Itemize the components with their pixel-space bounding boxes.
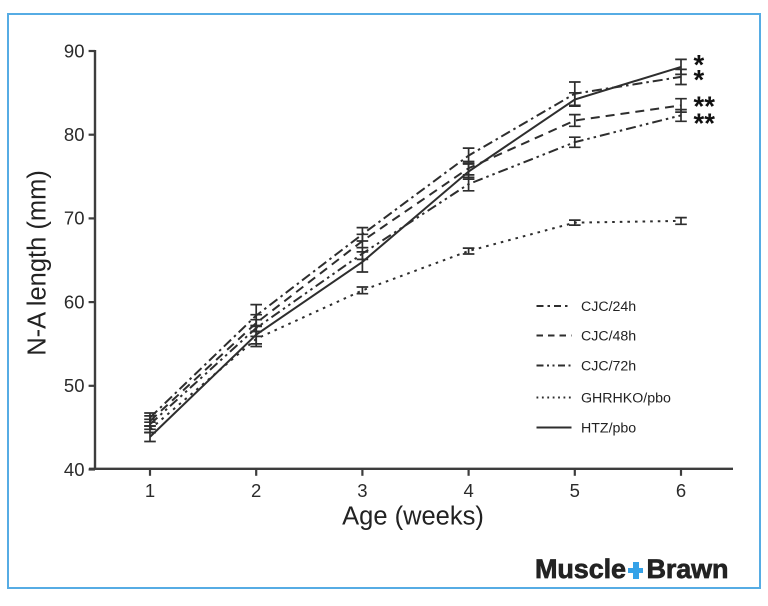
svg-text:CJC/72h: CJC/72h [581, 359, 636, 375]
svg-text:2: 2 [251, 480, 261, 501]
svg-text:90: 90 [64, 40, 85, 61]
svg-text:4: 4 [463, 480, 473, 501]
svg-text:40: 40 [64, 459, 85, 480]
svg-text:70: 70 [64, 208, 85, 229]
svg-text:*: * [694, 64, 705, 95]
svg-text:3: 3 [357, 480, 367, 501]
svg-text:80: 80 [64, 124, 85, 145]
svg-text:6: 6 [676, 480, 686, 501]
svg-text:HTZ/pbo: HTZ/pbo [581, 421, 636, 437]
svg-text:5: 5 [570, 480, 580, 501]
svg-text:50: 50 [64, 375, 85, 396]
svg-text:N-A length (mm): N-A length (mm) [24, 170, 52, 356]
svg-text:1: 1 [145, 480, 155, 501]
svg-text:**: ** [694, 107, 716, 138]
svg-text:*: * [694, 49, 705, 80]
svg-text:60: 60 [64, 291, 85, 312]
svg-text:CJC/48h: CJC/48h [581, 329, 636, 345]
svg-text:CJC/24h: CJC/24h [581, 299, 636, 315]
svg-text:Age (weeks): Age (weeks) [342, 503, 484, 531]
svg-text:**: ** [694, 90, 716, 121]
svg-text:GHRHKO/pbo: GHRHKO/pbo [581, 391, 671, 407]
